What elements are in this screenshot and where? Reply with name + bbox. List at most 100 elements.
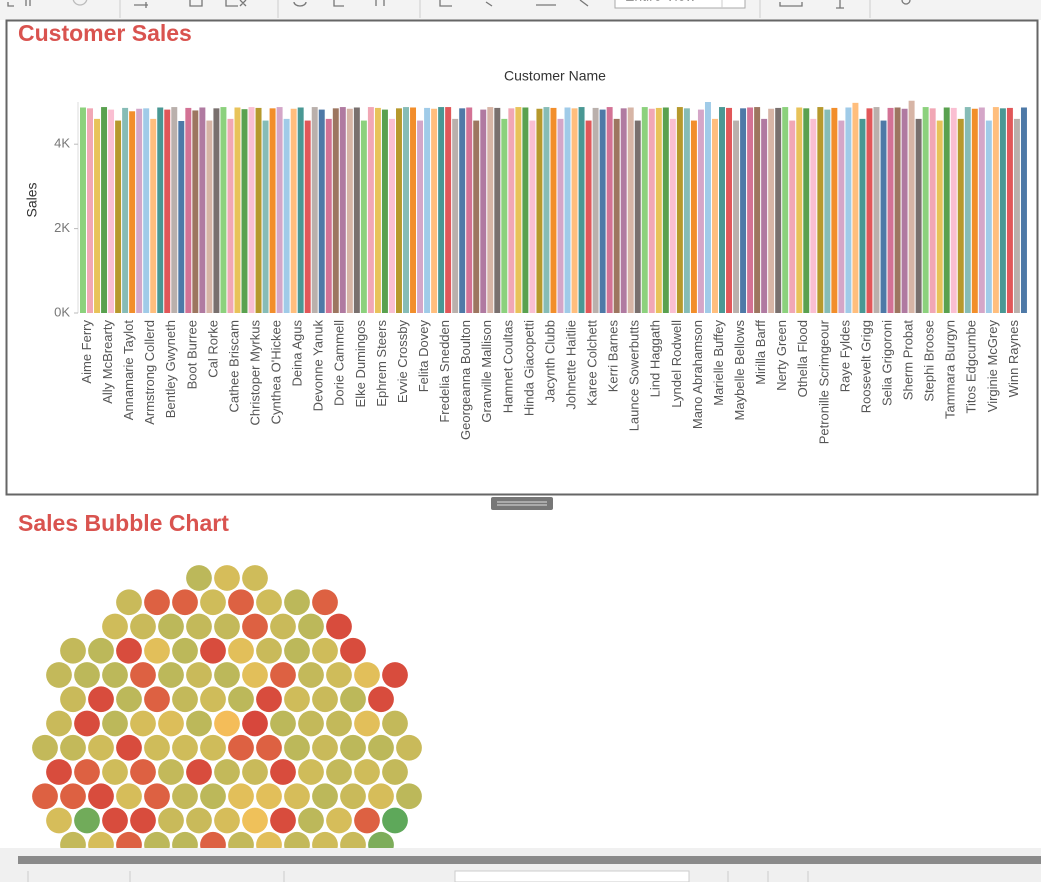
bubble [242, 710, 268, 737]
bubble [172, 831, 198, 848]
bar [388, 118, 395, 313]
bubbles [32, 565, 422, 848]
bubble [256, 734, 282, 761]
x-tick-label: Sherm Probat [901, 320, 916, 401]
bar [683, 108, 690, 313]
bubble [200, 831, 226, 848]
bubble [312, 783, 338, 810]
bar [164, 109, 171, 313]
bubble [158, 662, 184, 688]
bubble [340, 637, 366, 664]
bubble [46, 807, 72, 834]
bubble [242, 613, 268, 640]
bubble [242, 662, 268, 688]
bubble [312, 831, 338, 848]
bar [873, 107, 880, 314]
bar [852, 102, 859, 314]
bubble [158, 710, 184, 737]
bar [522, 107, 529, 314]
x-tick-label: Aime Ferry [79, 320, 94, 384]
x-tick-label: Evvie Crossby [395, 320, 410, 404]
bubble [130, 613, 156, 640]
bubble [396, 783, 422, 810]
bar [1020, 107, 1027, 314]
x-tick-label: Bentley Gwyneth [163, 320, 178, 418]
bar [620, 108, 627, 313]
bubble [228, 734, 254, 761]
bubble [228, 783, 254, 810]
x-tick-label: Boot Burree [184, 320, 199, 389]
view-dropdown-label[interactable]: Entire View [625, 0, 696, 4]
bubble [354, 807, 380, 834]
bubble [214, 613, 240, 640]
bar [606, 107, 613, 314]
x-tick-label: Launce Sowerbutts [627, 320, 642, 432]
bar [136, 108, 143, 313]
bar [880, 120, 887, 314]
bar [346, 108, 353, 313]
bubble [200, 686, 226, 713]
bubble [326, 710, 352, 737]
bubble [242, 759, 268, 785]
bubble [172, 637, 198, 664]
bar [704, 102, 711, 313]
bubble [256, 686, 282, 713]
bubble [172, 734, 198, 761]
resize-handle[interactable] [491, 497, 553, 510]
bubble [102, 613, 128, 640]
bar [417, 120, 424, 314]
bar [571, 108, 578, 313]
bar [810, 118, 817, 313]
bar [859, 118, 866, 313]
bubble [326, 807, 352, 834]
bubble [312, 589, 338, 616]
bubble [256, 831, 282, 848]
bubble [88, 831, 114, 848]
bar [431, 108, 438, 313]
active-tab[interactable] [454, 870, 690, 882]
bar [831, 107, 838, 314]
bubble [74, 662, 100, 688]
bar [410, 107, 417, 314]
bar [276, 107, 283, 314]
bubble [256, 589, 282, 616]
bar [290, 108, 297, 313]
bar [796, 107, 803, 314]
scrollbar[interactable] [18, 856, 1041, 864]
bar [740, 108, 747, 313]
bar [332, 108, 339, 313]
bubble [60, 734, 86, 761]
x-tick-label: Nerty Green [774, 320, 789, 391]
bar [543, 107, 550, 314]
sheet-tabs [27, 870, 809, 882]
bar [424, 107, 431, 314]
bubble [130, 710, 156, 737]
bar [592, 107, 599, 314]
bar [1013, 118, 1020, 313]
bubble [46, 710, 72, 737]
bar [768, 108, 775, 313]
bar [803, 108, 810, 313]
x-tick-label: Georgeanna Boulton [458, 320, 473, 440]
x-tick-label: Winn Raynes [1006, 320, 1021, 398]
bar [712, 118, 718, 313]
bubble [186, 710, 212, 737]
x-tick-label: Deina Agus [290, 320, 305, 387]
x-tick-label: Stephi Broose [922, 320, 937, 402]
bar [971, 108, 978, 313]
bubble [130, 759, 156, 785]
bar [459, 108, 466, 313]
bar [94, 118, 101, 313]
toolbar-icons [7, 0, 911, 9]
view-dropdown[interactable] [614, 0, 746, 9]
bubble [200, 637, 226, 664]
bubble [116, 831, 142, 848]
bubble [284, 734, 310, 761]
bar [80, 107, 86, 314]
bar [824, 109, 831, 313]
bar [775, 107, 782, 314]
bubble [32, 783, 58, 810]
x-tick-label: Maybelle Bellows [732, 320, 747, 421]
bar [662, 107, 669, 314]
